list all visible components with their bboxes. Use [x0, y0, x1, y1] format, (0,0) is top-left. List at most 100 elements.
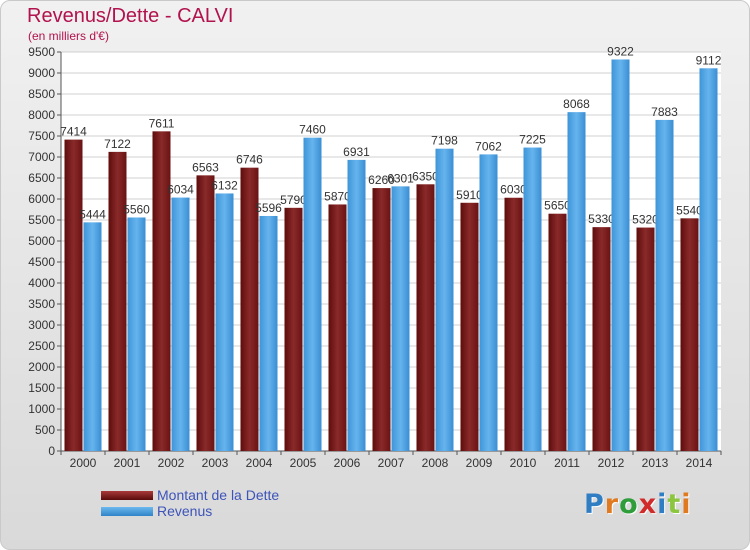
bar-revenue	[567, 112, 586, 452]
bar-revenue	[699, 68, 718, 452]
x-tick-label: 2006	[334, 456, 361, 470]
y-tick-label: 2000	[28, 360, 55, 374]
data-label-revenue: 7225	[519, 133, 546, 147]
bar-debt	[592, 227, 611, 451]
chart-subtitle: (en milliers d'€)	[28, 29, 109, 43]
data-label-debt: 5650	[544, 199, 571, 213]
y-tick-label: 8500	[28, 87, 55, 101]
data-label-revenue: 9112	[696, 53, 722, 67]
logo-letter: i	[657, 489, 668, 520]
bar-revenue	[479, 154, 498, 451]
x-tick-label: 2007	[378, 456, 405, 470]
x-tick-label: 2000	[70, 456, 97, 470]
bar-debt	[416, 184, 435, 452]
bar-debt	[284, 207, 303, 451]
bar-revenue	[435, 148, 454, 451]
x-tick-label: 2014	[686, 456, 713, 470]
bar-debt	[372, 188, 391, 451]
y-tick-label: 4000	[28, 276, 55, 290]
x-tick-label: 2010	[510, 456, 537, 470]
data-label-debt: 5540	[676, 203, 703, 217]
x-tick-label: 2008	[422, 456, 449, 470]
x-tick-label: 2001	[114, 456, 141, 470]
x-tick-label: 2003	[202, 456, 229, 470]
legend-swatch-revenue	[101, 507, 153, 516]
data-label-revenue: 7883	[651, 105, 678, 119]
bar-debt	[680, 218, 699, 451]
chart-title: Revenus/Dette - CALVI	[27, 5, 234, 27]
bar-debt	[548, 213, 567, 451]
logo-letter: t	[667, 489, 682, 520]
y-tick-label: 5000	[28, 234, 55, 248]
legend-swatch-debt	[101, 491, 153, 500]
y-tick-label: 8000	[28, 108, 55, 122]
bar-revenue	[83, 222, 102, 451]
bar-revenue	[523, 147, 542, 452]
bar-debt	[108, 151, 127, 451]
data-label-debt: 5910	[456, 188, 483, 202]
y-tick-label: 7500	[28, 129, 55, 143]
data-label-debt: 5330	[588, 212, 615, 226]
x-tick-label: 2009	[466, 456, 493, 470]
y-tick-label: 4500	[28, 255, 55, 269]
logo-letter: P	[584, 489, 605, 520]
data-label-debt: 6350	[412, 169, 439, 183]
data-label-revenue: 7062	[475, 139, 502, 153]
y-tick-label: 2500	[28, 339, 55, 353]
data-label-revenue: 5444	[79, 207, 106, 221]
bar-debt	[460, 202, 479, 451]
data-label-revenue: 5596	[255, 201, 282, 215]
data-label-debt: 7122	[104, 137, 131, 151]
bar-debt	[152, 131, 171, 451]
y-tick-label: 6000	[28, 192, 55, 206]
logo-letter: o	[619, 489, 639, 520]
legend-label-debt: Montant de la Dette	[157, 487, 280, 503]
data-label-debt: 6746	[236, 153, 263, 167]
logo-letter: x	[638, 489, 658, 520]
y-tick-label: 3500	[28, 297, 55, 311]
x-tick-label: 2012	[598, 456, 625, 470]
plot-area	[61, 52, 721, 451]
bar-debt	[64, 139, 83, 451]
data-label-debt: 7611	[149, 116, 175, 130]
data-label-revenue: 7198	[431, 134, 458, 148]
data-label-debt: 6563	[192, 160, 219, 174]
bar-revenue	[303, 137, 322, 451]
bar-revenue	[655, 119, 674, 451]
y-tick-label: 9000	[28, 66, 55, 80]
bar-revenue	[215, 193, 234, 451]
y-tick-label: 0	[48, 444, 55, 458]
y-tick-label: 500	[35, 423, 55, 437]
data-label-debt: 6030	[500, 183, 527, 197]
x-tick-label: 2005	[290, 456, 317, 470]
data-label-revenue: 6034	[167, 183, 194, 197]
data-label-revenue: 6931	[343, 145, 370, 159]
proxiti-logo: Proxiti	[584, 489, 692, 520]
y-tick-label: 5500	[28, 213, 55, 227]
data-label-revenue: 8068	[563, 97, 590, 111]
bar-revenue	[127, 217, 146, 451]
bar-revenue	[391, 186, 410, 451]
x-tick-label: 2002	[158, 456, 185, 470]
data-label-debt: 5320	[632, 213, 659, 227]
bar-debt	[196, 175, 215, 451]
data-label-debt: 5870	[324, 189, 351, 203]
x-tick-label: 2013	[642, 456, 669, 470]
y-tick-label: 1000	[28, 402, 55, 416]
bar-debt	[328, 204, 347, 451]
bar-debt	[504, 197, 523, 451]
legend-label-revenue: Revenus	[157, 503, 213, 519]
logo-letter: r	[604, 489, 620, 520]
y-tick-label: 7000	[28, 150, 55, 164]
y-tick-label: 6500	[28, 171, 55, 185]
data-label-revenue: 6132	[211, 178, 238, 192]
data-label-revenue: 9322	[607, 44, 634, 58]
data-label-revenue: 6301	[387, 171, 414, 185]
data-label-debt: 7414	[60, 125, 87, 139]
x-tick-label: 2004	[246, 456, 273, 470]
x-tick-label: 2011	[554, 456, 580, 470]
bar-debt	[636, 227, 655, 451]
logo-letter: i	[681, 489, 692, 520]
